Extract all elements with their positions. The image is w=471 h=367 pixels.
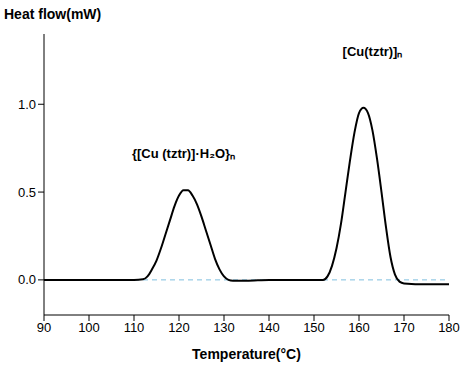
svg-text:110: 110 bbox=[124, 320, 145, 335]
svg-text:160: 160 bbox=[348, 320, 370, 335]
svg-text:0.0: 0.0 bbox=[18, 272, 36, 287]
svg-text:90: 90 bbox=[37, 320, 51, 335]
svg-text:130: 130 bbox=[213, 320, 235, 335]
svg-text:140: 140 bbox=[258, 320, 280, 335]
svg-text:170: 170 bbox=[393, 320, 415, 335]
svg-text:150: 150 bbox=[303, 320, 325, 335]
svg-text:[Cu(tztr)]ₙ: [Cu(tztr)]ₙ bbox=[343, 44, 403, 59]
svg-text:100: 100 bbox=[78, 320, 100, 335]
svg-text:Temperature(°C): Temperature(°C) bbox=[192, 346, 301, 362]
svg-text:180: 180 bbox=[438, 320, 460, 335]
svg-text:{[Cu (tztr)]·H₂O}ₙ: {[Cu (tztr)]·H₂O}ₙ bbox=[132, 146, 235, 161]
svg-text:0.5: 0.5 bbox=[18, 185, 36, 200]
svg-text:120: 120 bbox=[168, 320, 190, 335]
html-text:Heat flow(mW): Heat flow(mW) bbox=[4, 6, 102, 22]
svg-text:1.0: 1.0 bbox=[18, 97, 36, 112]
